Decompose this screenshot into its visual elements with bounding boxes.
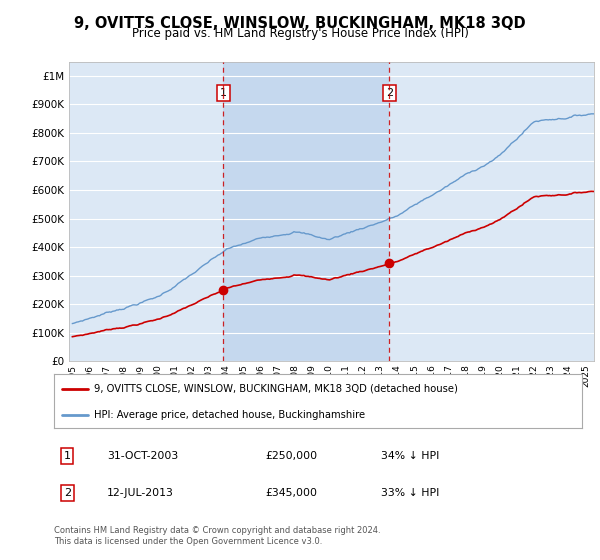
Text: 2: 2 [386, 88, 393, 98]
Text: 1: 1 [64, 451, 71, 461]
Text: £345,000: £345,000 [265, 488, 317, 498]
Text: 1: 1 [220, 88, 227, 98]
Text: £250,000: £250,000 [265, 451, 317, 461]
Text: Contains HM Land Registry data © Crown copyright and database right 2024.
This d: Contains HM Land Registry data © Crown c… [54, 526, 380, 546]
Text: HPI: Average price, detached house, Buckinghamshire: HPI: Average price, detached house, Buck… [94, 410, 365, 419]
Text: 9, OVITTS CLOSE, WINSLOW, BUCKINGHAM, MK18 3QD: 9, OVITTS CLOSE, WINSLOW, BUCKINGHAM, MK… [74, 16, 526, 31]
Text: 12-JUL-2013: 12-JUL-2013 [107, 488, 173, 498]
Bar [223, 62, 389, 361]
Text: 33% ↓ HPI: 33% ↓ HPI [382, 488, 440, 498]
Text: 9, OVITTS CLOSE, WINSLOW, BUCKINGHAM, MK18 3QD (detached house): 9, OVITTS CLOSE, WINSLOW, BUCKINGHAM, MK… [94, 384, 457, 394]
Text: 31-OCT-2003: 31-OCT-2003 [107, 451, 178, 461]
Text: Price paid vs. HM Land Registry's House Price Index (HPI): Price paid vs. HM Land Registry's House … [131, 27, 469, 40]
Text: 34% ↓ HPI: 34% ↓ HPI [382, 451, 440, 461]
Text: 2: 2 [64, 488, 71, 498]
